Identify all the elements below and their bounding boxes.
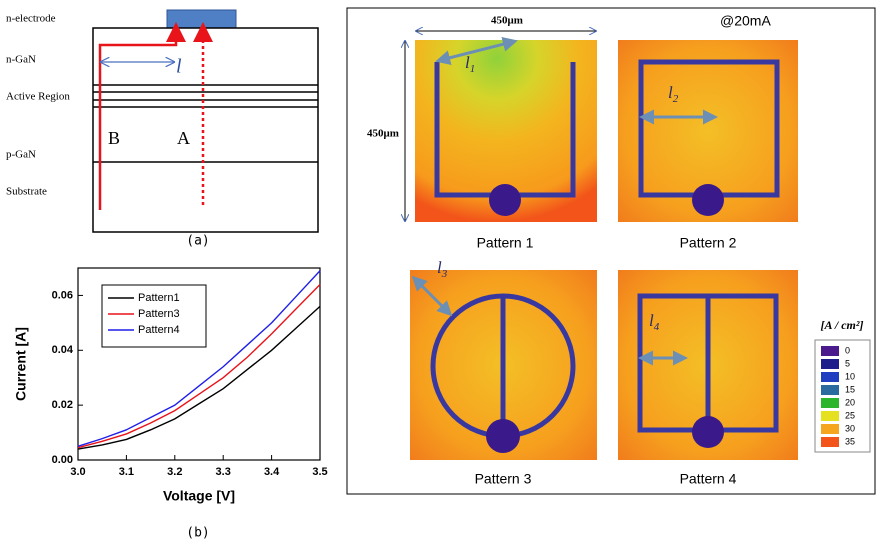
layer-label: n-electrode: [6, 13, 56, 25]
legend-label: Pattern1: [138, 292, 180, 304]
x-axis-label: Voltage [V]: [163, 488, 235, 504]
x-tick-label: 3.0: [70, 466, 85, 478]
layer-label: n-GaN: [6, 54, 36, 66]
layer-label: p-GaN: [6, 149, 36, 161]
pattern-name: Pattern 2: [680, 235, 737, 251]
x-tick-label: 3.2: [167, 466, 182, 478]
colorbar-swatch: [821, 346, 839, 356]
colorbar-swatch: [821, 359, 839, 369]
y-tick-label: 0.00: [52, 454, 73, 466]
y-tick-label: 0.02: [52, 399, 73, 411]
layer-label: Substrate: [6, 186, 47, 198]
colorbar-swatch: [821, 372, 839, 382]
pad: [692, 416, 724, 448]
colorbar-label: 20: [845, 397, 855, 407]
pad: [692, 184, 724, 216]
subscript: 2: [673, 93, 679, 105]
colorbar-label: 35: [845, 436, 855, 446]
dimension-label: 450μm: [491, 15, 523, 27]
length-symbol: l3: [437, 258, 448, 280]
pad: [489, 184, 521, 216]
legend-label: Pattern3: [138, 308, 180, 320]
x-tick-label: 3.5: [312, 466, 327, 478]
dimension-label: 450μm: [367, 128, 399, 140]
colorbar-swatch: [821, 424, 839, 434]
x-tick-label: 3.4: [264, 466, 280, 478]
colorbar-label: 5: [845, 358, 850, 368]
figure: n-electrode n-GaN Active Region p-GaN Su…: [0, 0, 885, 546]
colorbar-swatch: [821, 437, 839, 447]
colorbar-label: 0: [845, 345, 850, 355]
current-path-b: [100, 32, 176, 210]
y-axis-label: Current [A]: [13, 327, 29, 401]
colorbar-label: 25: [845, 410, 855, 420]
condition: @20mA: [720, 13, 771, 29]
colorbar-label: 15: [845, 384, 855, 394]
subscript: 1: [470, 63, 476, 75]
pattern-name: Pattern 4: [680, 471, 737, 487]
caption: (a): [186, 234, 209, 249]
length-label: l: [176, 56, 182, 78]
x-tick-label: 3.3: [216, 466, 231, 478]
colorbar-swatch: [821, 398, 839, 408]
y-tick-label: 0.04: [52, 344, 74, 356]
chart-b: (b) Voltage [V] Current [A] 3.0 3.1 3.2 3.3…: [13, 268, 328, 541]
colorbar-swatch: [821, 411, 839, 421]
colorbar-title: [A / cm²]: [821, 318, 864, 332]
colorbar-label: 30: [845, 423, 855, 433]
legend-label: Pattern4: [138, 324, 180, 336]
diagram-a: n-electrode n-GaN Active Region p-GaN Su…: [6, 10, 318, 249]
panel-c: 450μm 450μm @20mA Pattern 1 Pattern 2 Pa…: [347, 8, 875, 494]
chip: [93, 28, 318, 232]
colorbar-frame: [815, 340, 870, 452]
subscript: 4: [654, 321, 660, 333]
caption: (b): [186, 526, 209, 541]
x-tick-label: 3.1: [119, 466, 134, 478]
pad: [486, 419, 520, 453]
layer-label: Active Region: [6, 91, 70, 103]
colorbar-swatch: [821, 385, 839, 395]
pattern-name: Pattern 1: [477, 235, 534, 251]
path-label: A: [177, 128, 190, 148]
electrode: [167, 10, 236, 28]
pattern-name: Pattern 3: [475, 471, 532, 487]
y-tick-label: 0.06: [52, 289, 73, 301]
colorbar-label: 10: [845, 371, 855, 381]
path-label: B: [108, 128, 120, 148]
subscript: 3: [441, 268, 448, 280]
